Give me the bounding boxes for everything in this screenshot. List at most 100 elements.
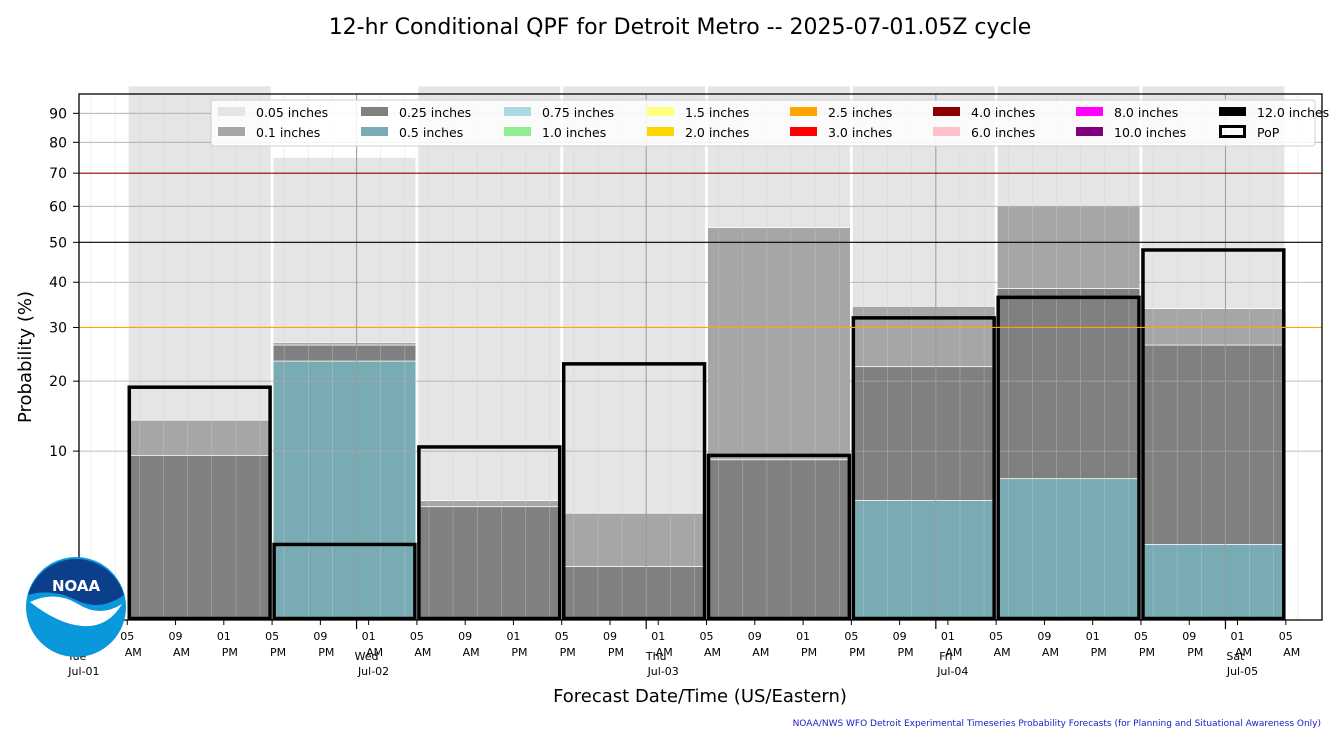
legend-label: 0.1 inches: [256, 125, 320, 140]
x-tick-label-ampm: PM: [560, 646, 576, 659]
x-tick-label-ampm: AM: [752, 646, 769, 659]
legend-swatch: [1076, 107, 1103, 116]
x-tick-label-hour: 01: [941, 630, 955, 643]
x-axis-label: Forecast Date/Time (US/Eastern): [553, 686, 847, 707]
x-day-label-weekday: Thu: [645, 650, 667, 663]
y-tick-label: 40: [49, 275, 67, 291]
legend-swatch: [790, 127, 817, 136]
x-tick-label-ampm: AM: [173, 646, 190, 659]
legend-label: 2.5 inches: [828, 105, 892, 120]
pop-outline-2: [272, 542, 417, 621]
legend-label: PoP: [1257, 125, 1280, 140]
legend-label: 10.0 inches: [1114, 125, 1186, 140]
x-tick-label-hour: 05: [989, 630, 1003, 643]
x-tick-label-ampm: PM: [1187, 646, 1203, 659]
plot-frame: [78, 93, 1323, 621]
x-tick-label-hour: 05: [555, 630, 569, 643]
legend-label: 0.25 inches: [399, 105, 471, 120]
x-tick-label-hour: 09: [313, 630, 327, 643]
legend-label: 4.0 inches: [971, 105, 1035, 120]
x-tick-label-ampm: AM: [463, 646, 480, 659]
legend-swatch: [933, 127, 960, 136]
legend-box: [210, 99, 1316, 147]
x-tick-label-hour: 01: [506, 630, 520, 643]
x-tick-label-hour: 05: [1279, 630, 1293, 643]
reference-lines: [79, 172, 1322, 329]
x-day-label-date: Jul-04: [936, 665, 968, 678]
legend-label: 12.0 inches: [1257, 105, 1329, 120]
legend-swatch: [647, 107, 674, 116]
y-tick-label: 50: [49, 235, 67, 251]
y-axis: 10 20 30 40 50 60 70 80 90: [49, 106, 79, 460]
bar-0-5-inches-2: [272, 360, 417, 621]
pop-outline-4: [561, 362, 707, 621]
noaa-logo-text: NOAA: [52, 577, 101, 595]
x-tick-label-hour: 09: [748, 630, 762, 643]
x-tick-label-ampm: PM: [1139, 646, 1155, 659]
x-tick-label-ampm: AM: [414, 646, 431, 659]
x-tick-label-ampm: AM: [1235, 646, 1252, 659]
x-tick-label-hour: 09: [603, 630, 617, 643]
x-day-label-weekday: Wed: [355, 650, 379, 663]
y-tick-label: 70: [49, 166, 67, 182]
x-tick-label-ampm: AM: [704, 646, 721, 659]
x-tick-label-hour: 05: [265, 630, 279, 643]
pop-outline-3: [417, 445, 562, 621]
legend-label: 1.0 inches: [542, 125, 606, 140]
legend-swatch: [1219, 107, 1246, 116]
x-tick-label-hour: 05: [120, 630, 134, 643]
x-tick-label-hour: 01: [362, 630, 376, 643]
legend-swatch: [361, 107, 388, 116]
x-tick-label-ampm: AM: [994, 646, 1011, 659]
y-tick-label: 90: [49, 106, 67, 122]
x-day-label-date: Jul-05: [1226, 665, 1258, 678]
x-tick-label-hour: 01: [651, 630, 665, 643]
legend-label: 0.75 inches: [542, 105, 614, 120]
bar-0-5-inches-8: [1141, 544, 1286, 621]
x-tick-label-ampm: PM: [898, 646, 914, 659]
legend-swatch: [790, 107, 817, 116]
legend-label: 8.0 inches: [1114, 105, 1178, 120]
x-tick-label-hour: 09: [169, 630, 183, 643]
x-tick-label-hour: 01: [1086, 630, 1100, 643]
pop-layer: [127, 248, 1286, 621]
legend-label: 3.0 inches: [828, 125, 892, 140]
x-axis: 05 AM 09 AM 01 PM 05 PM 09 PM 01 AM 05 AM 09 AM 01 PM 05 PM…: [66, 620, 1300, 678]
x-tick-label-ampm: PM: [801, 646, 817, 659]
x-day-label-date: Jul-03: [647, 665, 679, 678]
x-tick-label-hour: 05: [410, 630, 424, 643]
legend-swatch: [361, 127, 388, 136]
bar-0-25-inches-3: [417, 506, 562, 621]
pop-outline-5: [706, 453, 852, 621]
bar-0-25-inches-1: [127, 454, 272, 621]
credit-text: NOAA/NWS WFO Detroit Experimental Timese…: [793, 719, 1321, 729]
x-tick-label-ampm: AM: [656, 646, 673, 659]
x-tick-label-hour: 01: [1231, 630, 1245, 643]
x-tick-label-hour: 01: [796, 630, 810, 643]
x-day-label-weekday: Sat: [1226, 650, 1245, 663]
y-tick-label: 30: [49, 320, 67, 336]
bar-0-25-inches-4: [562, 566, 706, 621]
x-tick-label-ampm: PM: [849, 646, 865, 659]
legend: 0.05 inches 0.1 inches 0.25 inches 0.5 inch…: [210, 99, 1329, 147]
y-axis-label: Probability (%): [15, 291, 36, 423]
bar-0-5-inches-7: [996, 478, 1141, 621]
x-tick-label-hour: 09: [1037, 630, 1051, 643]
legend-swatch: [504, 107, 531, 116]
noaa-logo: NOAA: [26, 557, 126, 657]
pop-outline-7: [996, 295, 1141, 621]
chart-title: 12-hr Conditional QPF for Detroit Metro …: [329, 15, 1032, 40]
x-tick-label-hour: 05: [844, 630, 858, 643]
y-tick-label: 80: [49, 135, 67, 151]
x-day-label-date: Jul-02: [357, 665, 389, 678]
pop-outline-1: [127, 385, 272, 621]
x-tick-label-ampm: PM: [1091, 646, 1107, 659]
y-tick-label: 60: [49, 199, 67, 215]
y-tick-label: 10: [49, 444, 67, 460]
x-tick-label-ampm: PM: [222, 646, 238, 659]
legend-swatch: [1076, 127, 1103, 136]
x-day-label-date: Jul-01: [67, 665, 99, 678]
legend-swatch: [933, 107, 960, 116]
y-tick-label: 20: [49, 374, 67, 390]
